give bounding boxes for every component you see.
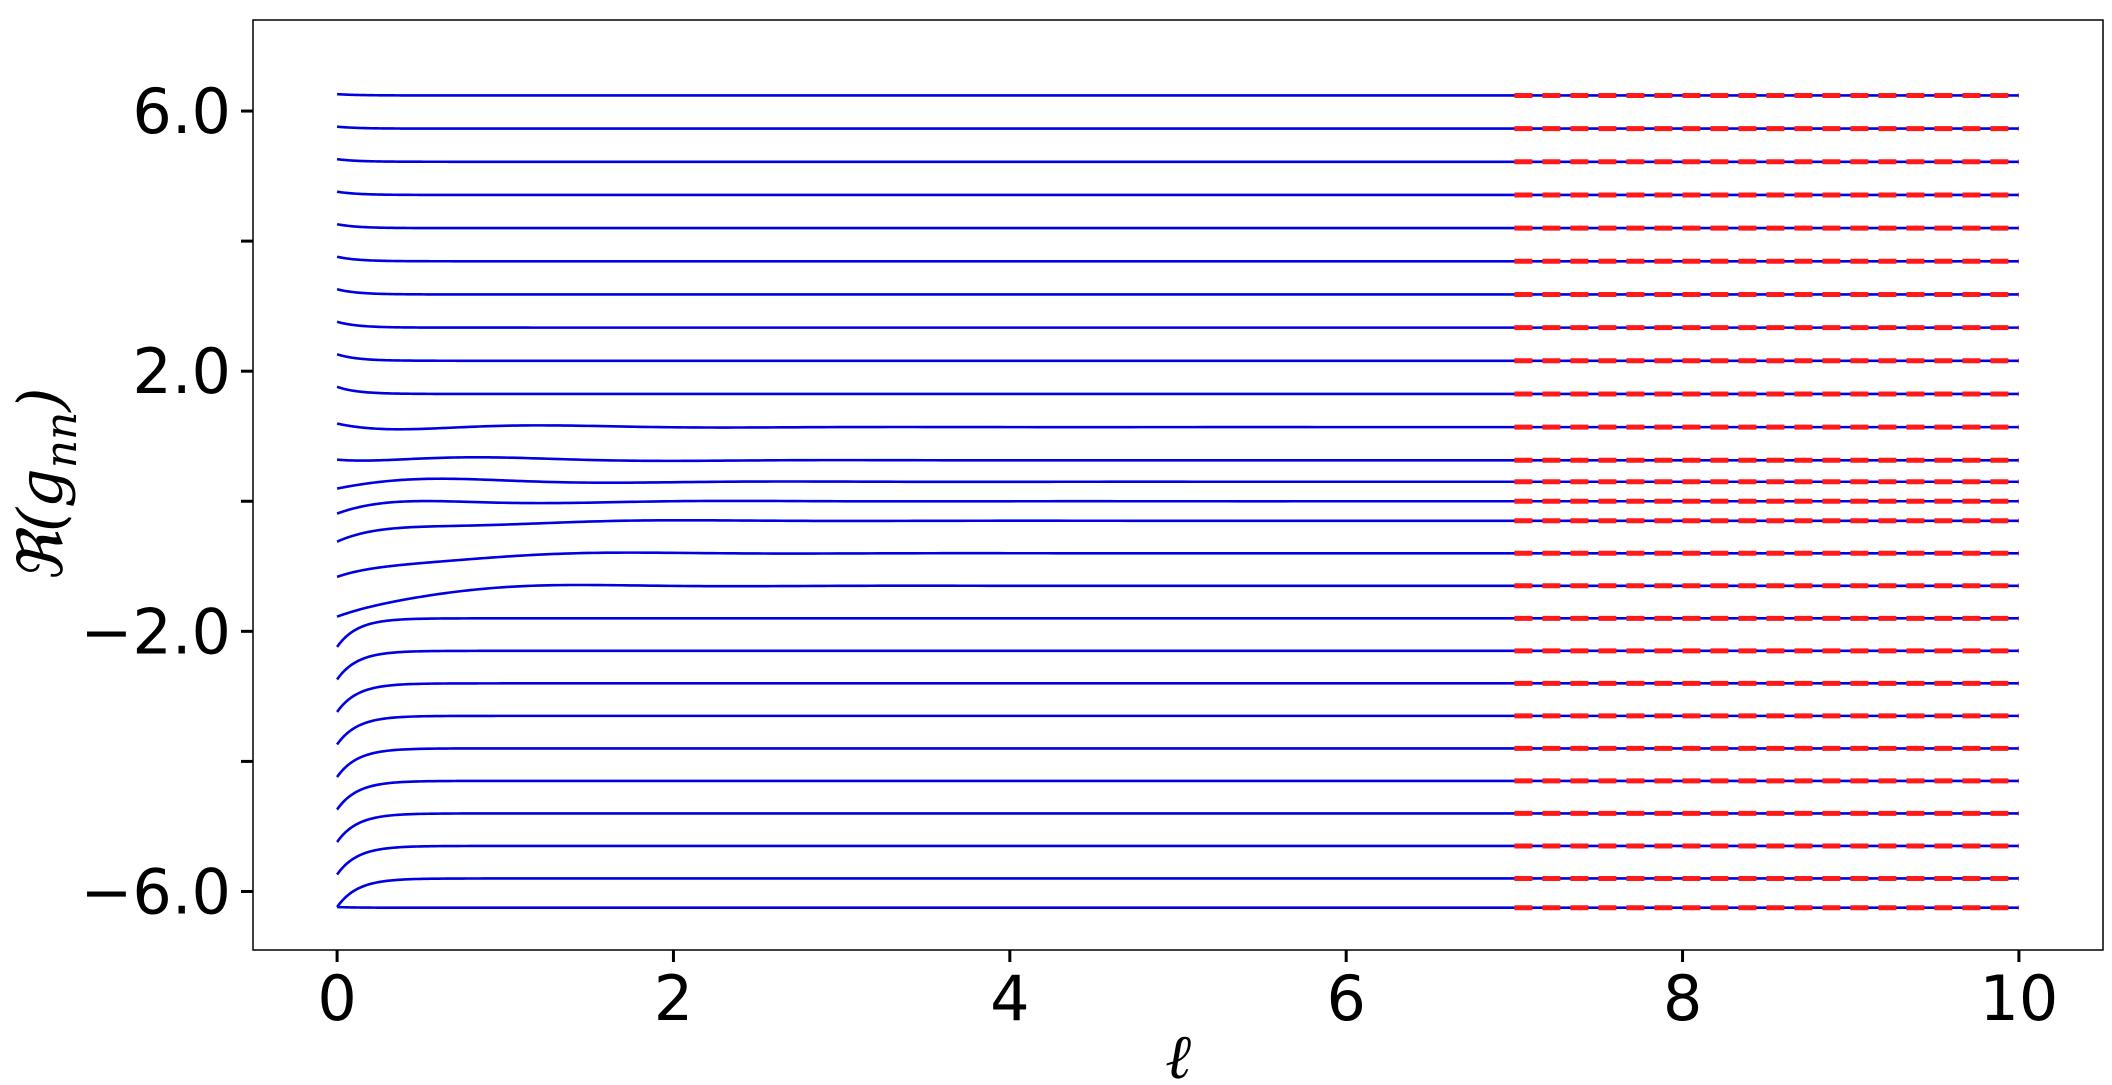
flow-curve xyxy=(336,255,2019,263)
flow-curve xyxy=(336,714,2019,746)
flow-curve xyxy=(336,422,2019,431)
x-axis-label: ℓ xyxy=(1165,1020,1191,1085)
flow-curve xyxy=(336,320,2019,329)
flow-curve xyxy=(336,499,2019,515)
flow-curve xyxy=(336,747,2019,778)
flow-curve xyxy=(336,617,2019,648)
flow-curve xyxy=(336,190,2019,197)
y-tick-label: −6.0 xyxy=(80,855,231,928)
y-tick-label: 6.0 xyxy=(132,75,231,148)
flow-curve xyxy=(336,157,2019,164)
flow-curve xyxy=(336,583,2019,618)
x-tick-label: 0 xyxy=(317,962,356,1035)
flow-curve xyxy=(337,905,2019,910)
y-axis-label-main: ℜ(g xyxy=(4,468,77,582)
x-tick-label: 10 xyxy=(1979,962,2058,1035)
flow-curve xyxy=(336,287,2019,296)
y-axis-ticks: −6.0 −2.0 2.0 6.0 xyxy=(80,75,253,928)
y-axis-label-subscript: nn xyxy=(36,412,87,469)
flow-curve xyxy=(336,812,2019,843)
y-tick-label: 2.0 xyxy=(132,335,231,408)
flow-curve xyxy=(336,385,2019,396)
plot-area xyxy=(252,19,2104,951)
flow-curve xyxy=(336,649,2019,681)
flow-curve xyxy=(336,353,2019,363)
flow-curves xyxy=(336,92,2019,910)
flow-curve xyxy=(336,477,2019,490)
x-tick-label: 2 xyxy=(654,962,693,1035)
y-axis-label: ℜ(gnn) xyxy=(4,387,87,582)
x-tick-label: 4 xyxy=(990,962,1029,1035)
y-tick-label: −2.0 xyxy=(80,595,231,668)
x-axis-ticks: 0 2 4 6 8 10 xyxy=(317,950,2058,1035)
flow-curve xyxy=(336,518,2019,543)
x-tick-label: 6 xyxy=(1326,962,1365,1035)
flow-curve xyxy=(337,455,2019,463)
x-tick-label: 8 xyxy=(1663,962,1702,1035)
flow-curve xyxy=(336,551,2019,579)
fixed-point-lines xyxy=(1514,92,2019,911)
flow-curve xyxy=(336,682,2019,713)
flow-curve xyxy=(336,844,2019,876)
flow-curve xyxy=(336,877,2019,908)
y-axis-label-close: ) xyxy=(4,387,77,413)
flow-curve xyxy=(337,125,2019,130)
flow-curve xyxy=(336,779,2019,811)
flow-curve xyxy=(337,92,2019,97)
flow-curve xyxy=(336,222,2019,230)
